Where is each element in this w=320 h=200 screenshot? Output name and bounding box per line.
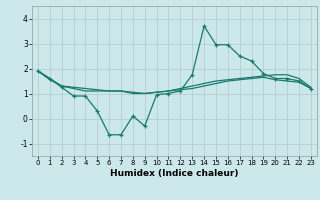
X-axis label: Humidex (Indice chaleur): Humidex (Indice chaleur) (110, 169, 239, 178)
